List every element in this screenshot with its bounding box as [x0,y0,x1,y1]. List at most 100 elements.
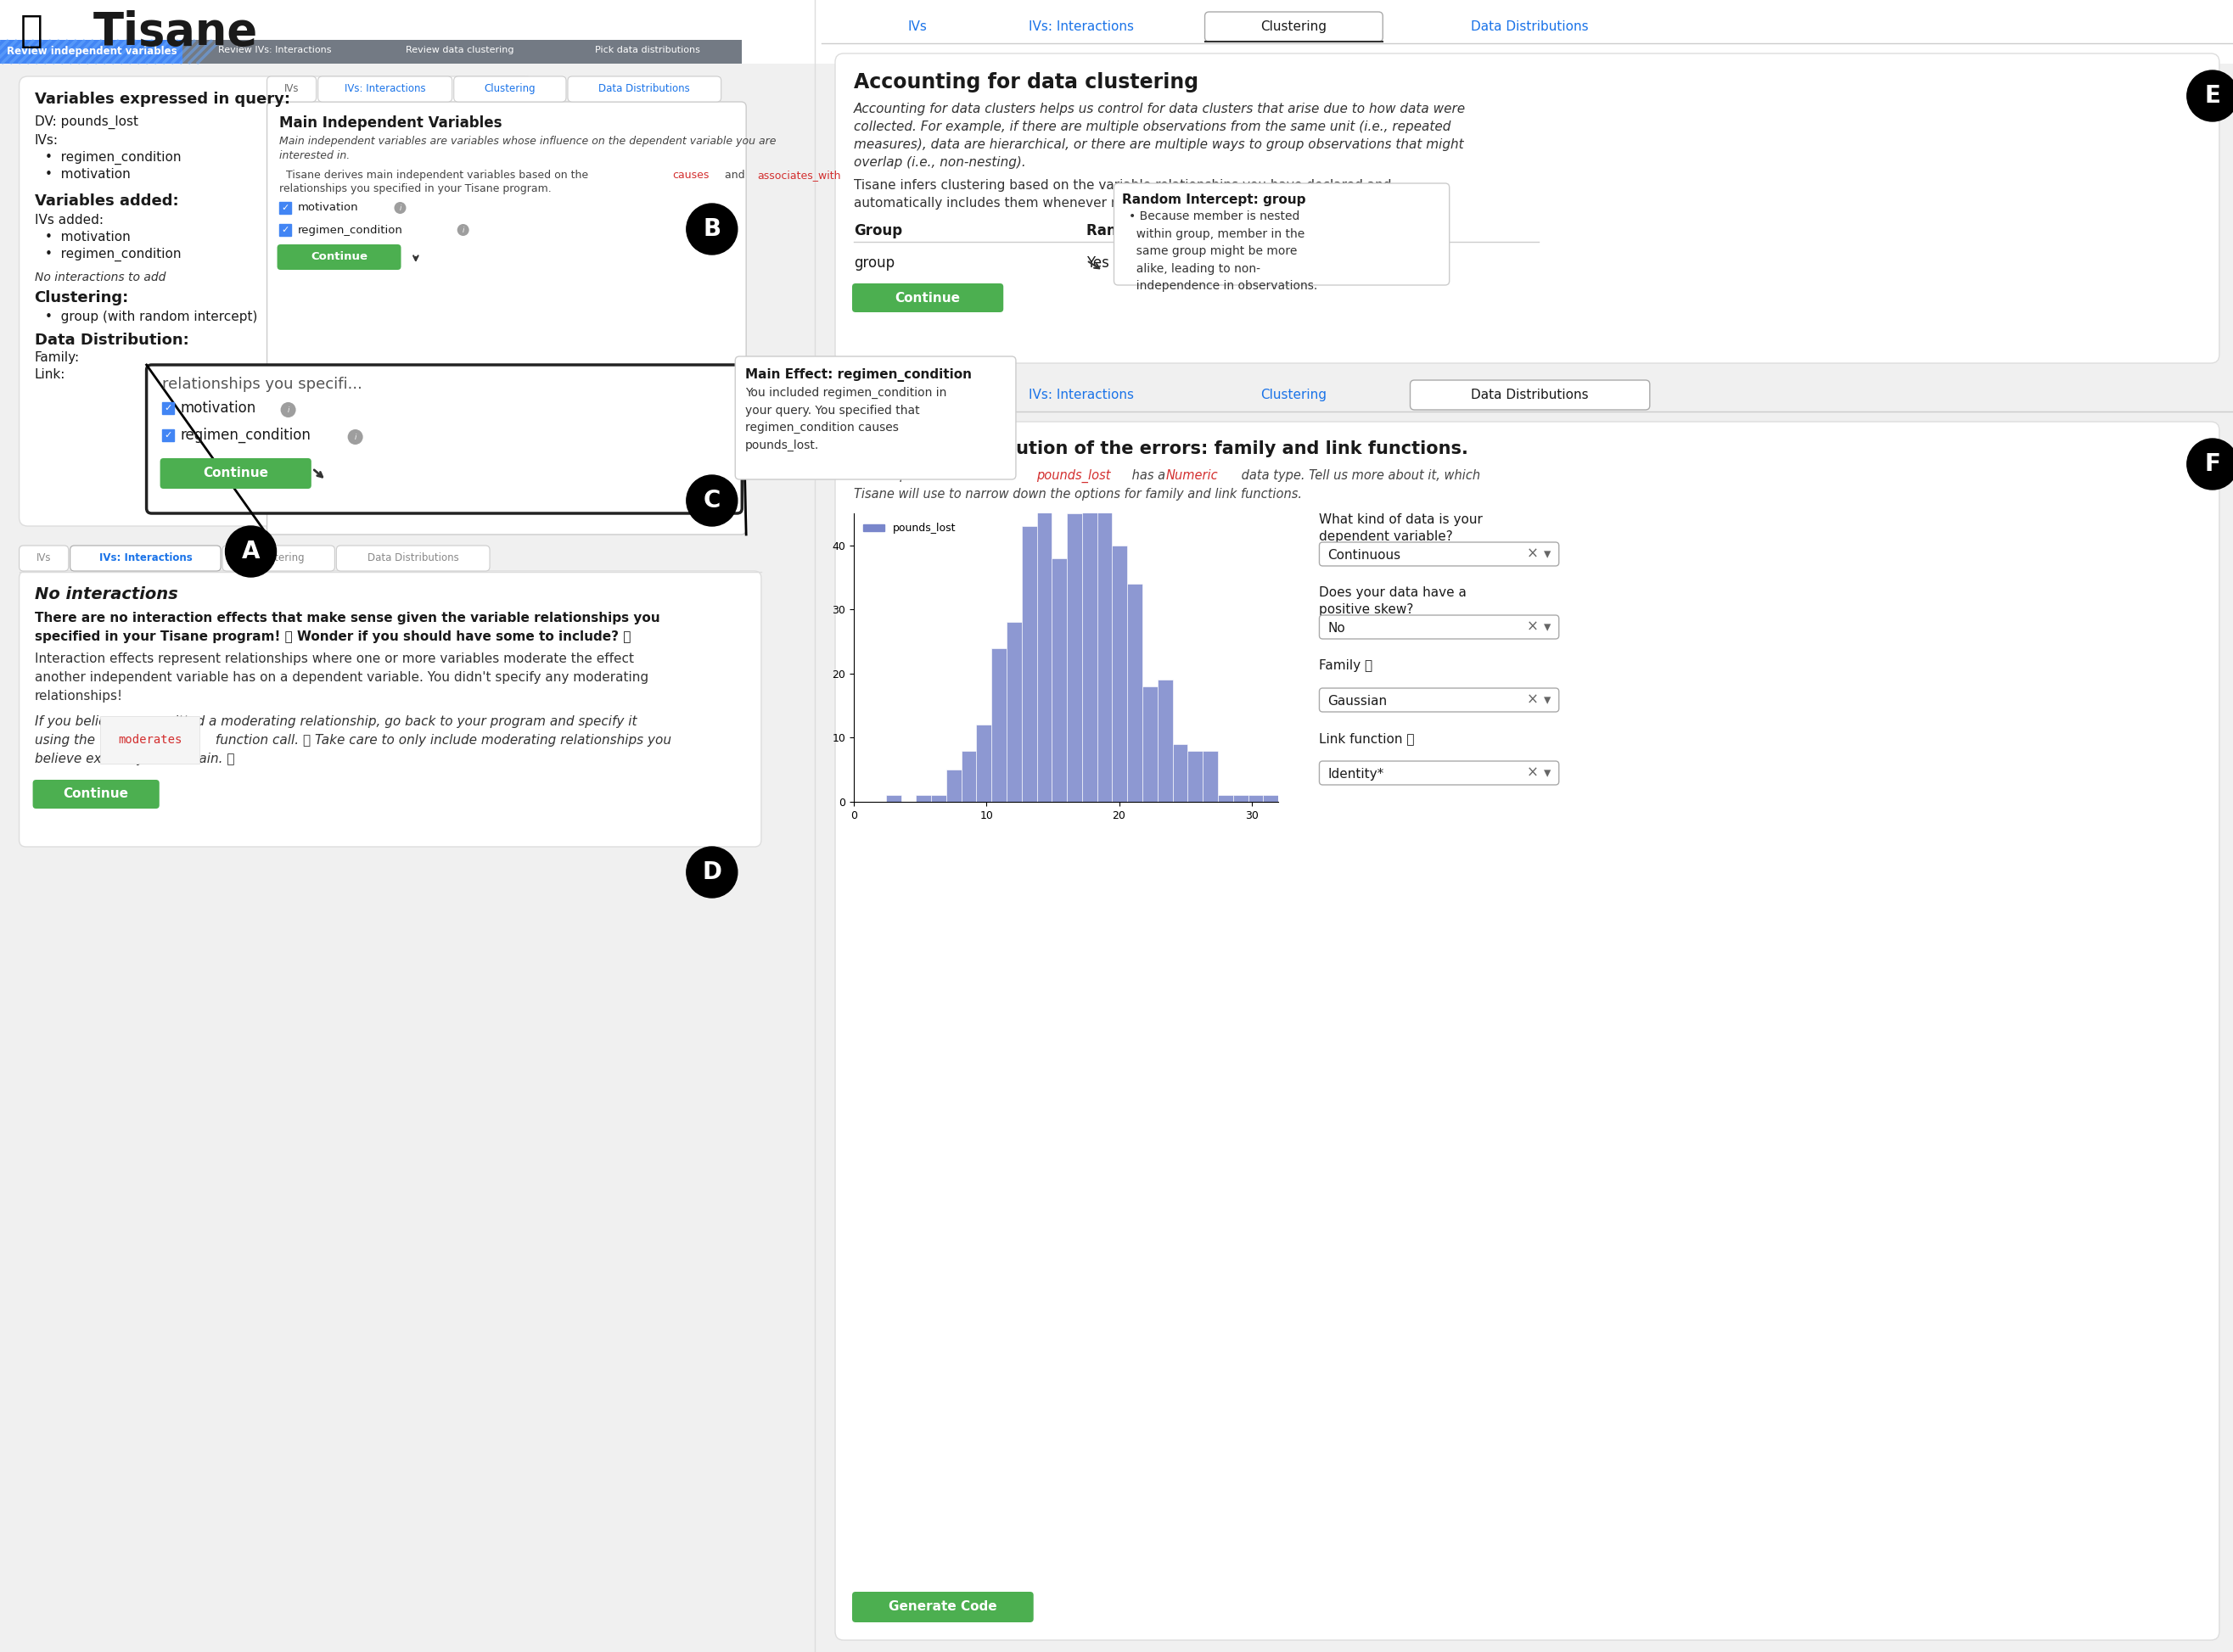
Bar [1143,687,1157,801]
FancyBboxPatch shape [853,284,1003,312]
Text: •  group (with random intercept): • group (with random intercept) [45,311,257,324]
Text: relationships you specified in your Tisane program.: relationships you specified in your Tisa… [279,183,552,195]
Text: Clustering: Clustering [1262,388,1326,401]
Text: Pick data distributions: Pick data distributions [594,46,701,55]
FancyBboxPatch shape [317,76,451,102]
Text: C: C [703,489,721,512]
FancyBboxPatch shape [268,76,317,102]
Text: E: E [2204,84,2220,107]
Text: Accounting for data clustering: Accounting for data clustering [853,73,1199,93]
Text: using the: using the [33,733,98,747]
Bar [161,401,174,415]
Text: Data Distributions: Data Distributions [598,83,690,94]
FancyBboxPatch shape [1206,12,1382,41]
Text: •  regimen_condition: • regimen_condition [45,150,181,165]
Text: Link:: Link: [33,368,65,382]
Text: No interactions to add: No interactions to add [33,271,165,284]
Text: Continue: Continue [63,788,130,801]
Text: Main Effect: regimen_condition: Main Effect: regimen_condition [746,368,971,382]
Text: Main Independent Variables: Main Independent Variables [279,116,502,131]
FancyBboxPatch shape [1320,762,1559,785]
Text: DV: pounds_lost: DV: pounds_lost [33,116,138,129]
Text: ×: × [1527,620,1539,634]
Text: believe exist in your domain. 🤚: believe exist in your domain. 🤚 [33,753,234,765]
Text: pounds_lost: pounds_lost [1036,469,1110,482]
FancyBboxPatch shape [161,458,310,489]
Text: • Because member is nested
  within group, member in the
  same group might be m: • Because member is nested within group,… [1130,210,1317,292]
Text: •  motivation: • motivation [45,169,130,180]
Text: There are no interaction effects that make sense given the variable relationship: There are no interaction effects that ma… [33,611,659,624]
Text: Main independent variables are variables whose influence on the dependent variab: Main independent variables are variables… [279,135,775,162]
Text: Continue: Continue [895,291,960,304]
Text: What kind of data is your
dependent variable?: What kind of data is your dependent vari… [1320,514,1483,544]
Circle shape [2186,71,2233,121]
Text: another independent variable has on a dependent variable. You didn't specify any: another independent variable has on a de… [33,671,648,684]
Bar [1036,487,1052,801]
FancyBboxPatch shape [69,545,221,572]
Text: Clustering:: Clustering: [33,291,130,306]
Text: IVs: Interactions: IVs: Interactions [98,552,192,563]
Bar [1067,514,1083,801]
Circle shape [395,202,406,213]
Text: Family ⓘ: Family ⓘ [1320,659,1373,672]
Text: •  regimen_condition: • regimen_condition [45,248,181,261]
FancyBboxPatch shape [147,365,741,514]
Bar [991,648,1007,801]
Text: Clustering: Clustering [1262,20,1326,33]
Text: Review independent variables: Review independent variables [7,46,176,56]
FancyBboxPatch shape [1320,542,1559,567]
Text: ▾: ▾ [1543,692,1550,707]
Circle shape [281,401,295,418]
FancyBboxPatch shape [277,244,402,269]
Text: D: D [701,861,721,884]
Bar [1096,481,1112,801]
FancyBboxPatch shape [835,421,2220,1640]
Bar [947,770,960,801]
Text: B: B [703,216,721,241]
FancyBboxPatch shape [20,76,534,525]
Text: Link function ⓘ: Link function ⓘ [1320,732,1416,745]
Text: Clustering: Clustering [485,83,536,94]
Text: Does your data have a
positive skew?: Does your data have a positive skew? [1320,586,1467,616]
Circle shape [348,430,364,444]
Text: ×: × [1527,765,1539,781]
Bar [1248,795,1264,801]
Text: IVs added:: IVs added: [33,213,103,226]
Text: specified in your Tisane program! 🤔 Wonder if you should have some to include? 🤔: specified in your Tisane program! 🤔 Wond… [33,631,630,643]
Text: Yes: Yes [1087,256,1110,271]
Bar [1023,525,1036,801]
Text: associates_with: associates_with [757,170,840,180]
Text: Continuous: Continuous [1329,548,1400,562]
Bar [279,202,290,213]
Text: Continue: Continue [310,251,368,263]
Bar [1052,558,1067,801]
Text: Identity*: Identity* [1329,768,1384,781]
Text: IVs: IVs [907,20,927,33]
Text: If you believe you omitted a moderating relationship, go back to your program an: If you believe you omitted a moderating … [33,715,636,729]
FancyBboxPatch shape [20,572,761,847]
FancyBboxPatch shape [567,76,721,102]
Bar [1172,743,1188,801]
Text: •  motivation: • motivation [45,231,130,243]
Text: Continue: Continue [203,468,268,479]
Bar [1217,795,1233,801]
Text: ✓: ✓ [281,203,288,211]
FancyBboxPatch shape [33,780,159,808]
Text: has a: has a [1128,469,1170,482]
Text: Choose a distribution of the errors: family and link functions.: Choose a distribution of the errors: fam… [853,441,1467,458]
FancyBboxPatch shape [735,357,1016,479]
Bar [931,795,947,801]
FancyBboxPatch shape [853,1593,1034,1622]
Text: F: F [2204,453,2220,476]
Text: Review IVs: Interactions: Review IVs: Interactions [219,46,330,55]
Text: ×: × [1527,547,1539,562]
Text: Group: Group [853,223,902,238]
Text: IVs: Interactions: IVs: Interactions [1029,20,1134,33]
Text: Random Intercept: Random Intercept [1087,223,1230,238]
Text: motivation: motivation [181,400,257,416]
Bar [1007,623,1023,801]
Text: Data Distribution:: Data Distribution: [33,332,190,349]
Text: Accounting for data clusters helps us control for data clusters that arise due t: Accounting for data clusters helps us co… [853,102,1465,169]
FancyBboxPatch shape [268,102,746,535]
Bar [976,725,991,801]
